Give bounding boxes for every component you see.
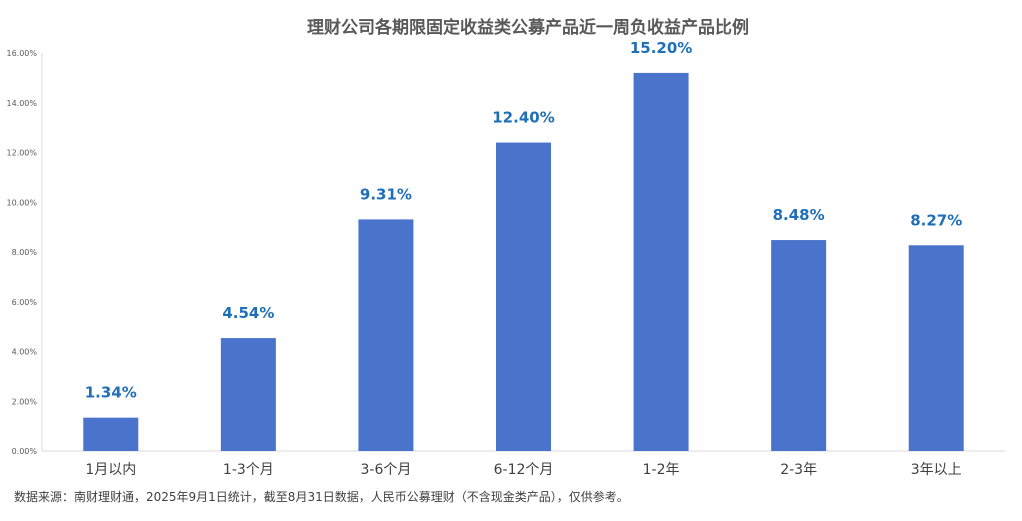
y-axis-ticks: 0.00% 2.00% 4.00% 6.00% 8.00% 10.00% 12.00% 14.… [6, 49, 37, 456]
bar [908, 245, 964, 451]
chart-title: 理财公司各期限固定收益类公募产品近一周负收益产品比例 [307, 17, 749, 38]
bar-group [83, 72, 964, 452]
y-tick-label: 8.00% [12, 248, 38, 257]
y-tick-label: 12.00% [6, 149, 37, 158]
data-label-group: 1.34% 4.54% 9.31% 12.40% 15.20% 8.48% 8.27% [85, 39, 962, 402]
data-label: 8.27% [910, 211, 962, 229]
y-tick-label: 10.00% [6, 198, 37, 207]
data-label: 1.34% [85, 384, 137, 402]
bar [358, 219, 414, 451]
x-tick-label: 3年以上 [911, 462, 962, 478]
y-tick-label: 2.00% [12, 397, 38, 406]
y-tick-label: 4.00% [12, 348, 38, 357]
y-tick-label: 6.00% [12, 298, 38, 307]
data-label: 9.31% [360, 185, 412, 203]
data-label: 12.40% [492, 109, 554, 127]
y-tick-label: 16.00% [6, 49, 37, 58]
y-tick-label: 0.00% [12, 447, 38, 456]
bar [83, 417, 139, 451]
x-tick-label: 1月以内 [85, 462, 136, 478]
source-note: 数据来源：南财理财通，2025年9月1日统计，截至8月31日数据，人民币公募理财… [14, 490, 629, 504]
x-tick-label: 3-6个月 [360, 462, 411, 478]
x-tick-label: 6-12个月 [494, 462, 554, 478]
data-label: 4.54% [222, 304, 274, 322]
x-axis-ticks: 1月以内 1-3个月 3-6个月 6-12个月 1-2年 2-3年 3年以上 [85, 462, 961, 478]
bar [771, 240, 827, 451]
bar [633, 72, 689, 452]
x-tick-label: 1-3个月 [223, 462, 274, 478]
bar [496, 142, 551, 452]
x-tick-label: 1-2年 [643, 462, 680, 478]
bar [220, 338, 276, 451]
data-label: 15.20% [630, 39, 692, 57]
y-tick-label: 14.00% [6, 99, 37, 108]
x-tick-label: 2-3年 [780, 462, 817, 478]
data-label: 8.48% [773, 206, 825, 224]
